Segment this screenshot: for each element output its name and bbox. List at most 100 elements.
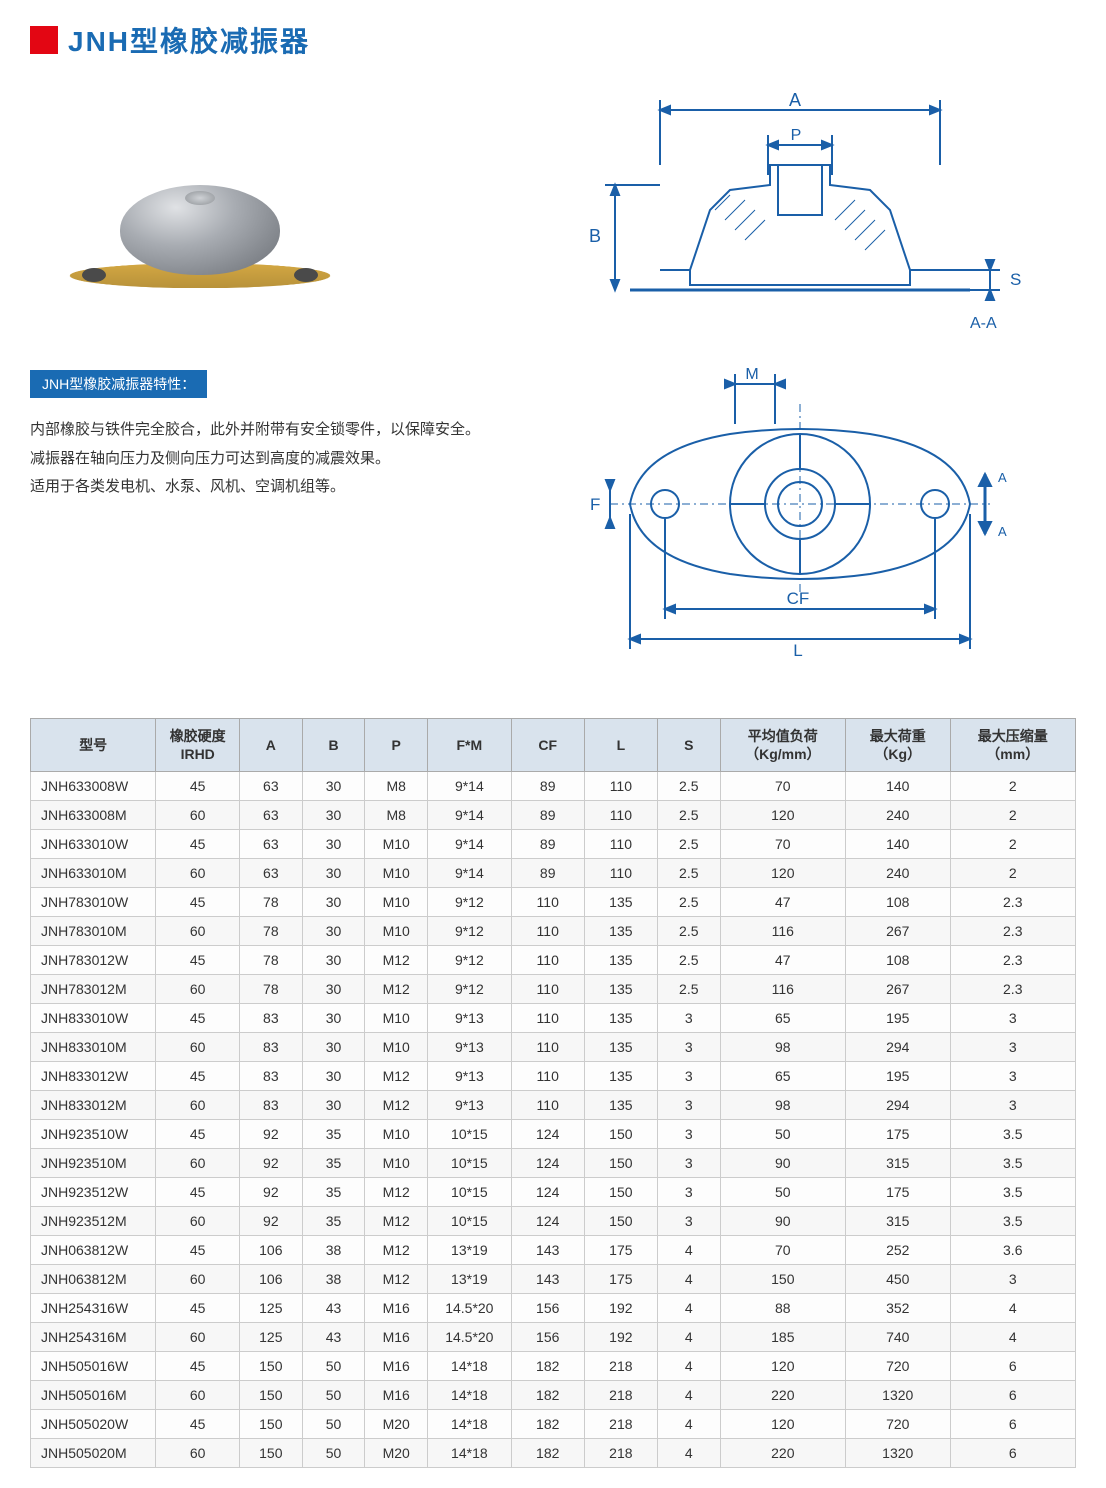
table-cell: 45	[156, 888, 240, 917]
table-cell: 10*15	[428, 1178, 512, 1207]
table-cell: 220	[720, 1439, 845, 1468]
table-cell: 9*13	[428, 1033, 512, 1062]
table-cell: JNH505020M	[31, 1439, 156, 1468]
table-cell: 150	[239, 1410, 302, 1439]
table-cell: 182	[511, 1410, 584, 1439]
table-cell: M12	[365, 1236, 428, 1265]
table-cell: 63	[239, 772, 302, 801]
table-cell: 50	[720, 1178, 845, 1207]
table-cell: 3	[657, 1120, 720, 1149]
table-row: JNH923510W459235M1010*151241503501753.5	[31, 1120, 1076, 1149]
table-cell: 110	[584, 801, 657, 830]
table-column-header: 最大荷重（Kg）	[846, 719, 951, 772]
table-cell: 182	[511, 1381, 584, 1410]
table-row: JNH783012M607830M129*121101352.51162672.…	[31, 975, 1076, 1004]
table-cell: 60	[156, 1323, 240, 1352]
table-cell: 2.3	[950, 946, 1076, 975]
table-cell: JNH633010M	[31, 859, 156, 888]
table-cell: M10	[365, 888, 428, 917]
table-cell: 110	[584, 772, 657, 801]
table-cell: 3	[657, 1207, 720, 1236]
photo-top-icon	[185, 191, 215, 205]
table-cell: 10*15	[428, 1207, 512, 1236]
svg-text:A: A	[998, 470, 1007, 485]
table-column-header: L	[584, 719, 657, 772]
table-cell: 45	[156, 946, 240, 975]
table-cell: 135	[584, 975, 657, 1004]
table-cell: 6	[950, 1439, 1076, 1468]
table-cell: 3.5	[950, 1120, 1076, 1149]
table-cell: 156	[511, 1294, 584, 1323]
table-cell: M16	[365, 1381, 428, 1410]
table-cell: 45	[156, 1294, 240, 1323]
table-cell: 50	[302, 1352, 365, 1381]
table-cell: 45	[156, 1352, 240, 1381]
table-cell: 60	[156, 1033, 240, 1062]
table-column-header: F*M	[428, 719, 512, 772]
table-column-header: CF	[511, 719, 584, 772]
table-row: JNH783010M607830M109*121101352.51162672.…	[31, 917, 1076, 946]
table-cell: 43	[302, 1323, 365, 1352]
table-cell: 60	[156, 801, 240, 830]
dim-label: CF	[787, 589, 810, 608]
table-cell: 3	[657, 1062, 720, 1091]
table-cell: 4	[950, 1323, 1076, 1352]
table-cell: 92	[239, 1207, 302, 1236]
page-title: JNH型橡胶减振器	[68, 20, 310, 60]
table-row: JNH505020M6015050M2014*18182218422013206	[31, 1439, 1076, 1468]
table-cell: 6	[950, 1352, 1076, 1381]
table-cell: 3.5	[950, 1178, 1076, 1207]
table-cell: 720	[846, 1410, 951, 1439]
table-cell: 10*15	[428, 1149, 512, 1178]
table-cell: JNH923510M	[31, 1149, 156, 1178]
description-line: 减振器在轴向压力及侧向压力可达到高度的减震效果。	[30, 445, 490, 474]
table-row: JNH923512W459235M1210*151241503501753.5	[31, 1178, 1076, 1207]
table-cell: JNH063812W	[31, 1236, 156, 1265]
table-cell: JNH833012M	[31, 1091, 156, 1120]
table-cell: 60	[156, 1265, 240, 1294]
table-cell: JNH633008W	[31, 772, 156, 801]
table-cell: 10*15	[428, 1120, 512, 1149]
table-cell: 89	[511, 801, 584, 830]
table-cell: 13*19	[428, 1236, 512, 1265]
table-cell: 9*14	[428, 830, 512, 859]
table-cell: M16	[365, 1352, 428, 1381]
table-cell: 45	[156, 1410, 240, 1439]
table-cell: 106	[239, 1265, 302, 1294]
table-cell: 4	[657, 1236, 720, 1265]
table-cell: 9*12	[428, 946, 512, 975]
table-cell: M12	[365, 975, 428, 1004]
description-line: 内部橡胶与铁件完全胶合，此外并附带有安全锁零件，以保障安全。	[30, 416, 490, 445]
table-cell: 60	[156, 1091, 240, 1120]
plan-diagram-icon: M	[530, 364, 1076, 664]
table-cell: JNH833010M	[31, 1033, 156, 1062]
table-cell: 70	[720, 1236, 845, 1265]
table-cell: 63	[239, 859, 302, 888]
table-cell: 182	[511, 1439, 584, 1468]
table-cell: 156	[511, 1323, 584, 1352]
table-cell: 220	[720, 1381, 845, 1410]
table-column-header: 最大压缩量（mm）	[950, 719, 1076, 772]
table-cell: 50	[302, 1410, 365, 1439]
table-cell: 740	[846, 1323, 951, 1352]
table-cell: 47	[720, 888, 845, 917]
table-cell: 30	[302, 946, 365, 975]
table-cell: 2	[950, 801, 1076, 830]
table-row: JNH633008M606330M89*14891102.51202402	[31, 801, 1076, 830]
table-cell: 150	[584, 1120, 657, 1149]
table-cell: 124	[511, 1178, 584, 1207]
table-cell: 150	[720, 1265, 845, 1294]
table-cell: 90	[720, 1207, 845, 1236]
table-cell: 60	[156, 1439, 240, 1468]
table-cell: 60	[156, 1381, 240, 1410]
table-cell: M20	[365, 1439, 428, 1468]
table-cell: 30	[302, 975, 365, 1004]
table-cell: 240	[846, 801, 951, 830]
table-cell: M10	[365, 917, 428, 946]
table-cell: 3	[950, 1033, 1076, 1062]
table-cell: 110	[511, 917, 584, 946]
table-cell: 135	[584, 1033, 657, 1062]
table-cell: 110	[511, 888, 584, 917]
dim-label: B	[589, 226, 601, 246]
photo-hole-right-icon	[294, 268, 318, 282]
